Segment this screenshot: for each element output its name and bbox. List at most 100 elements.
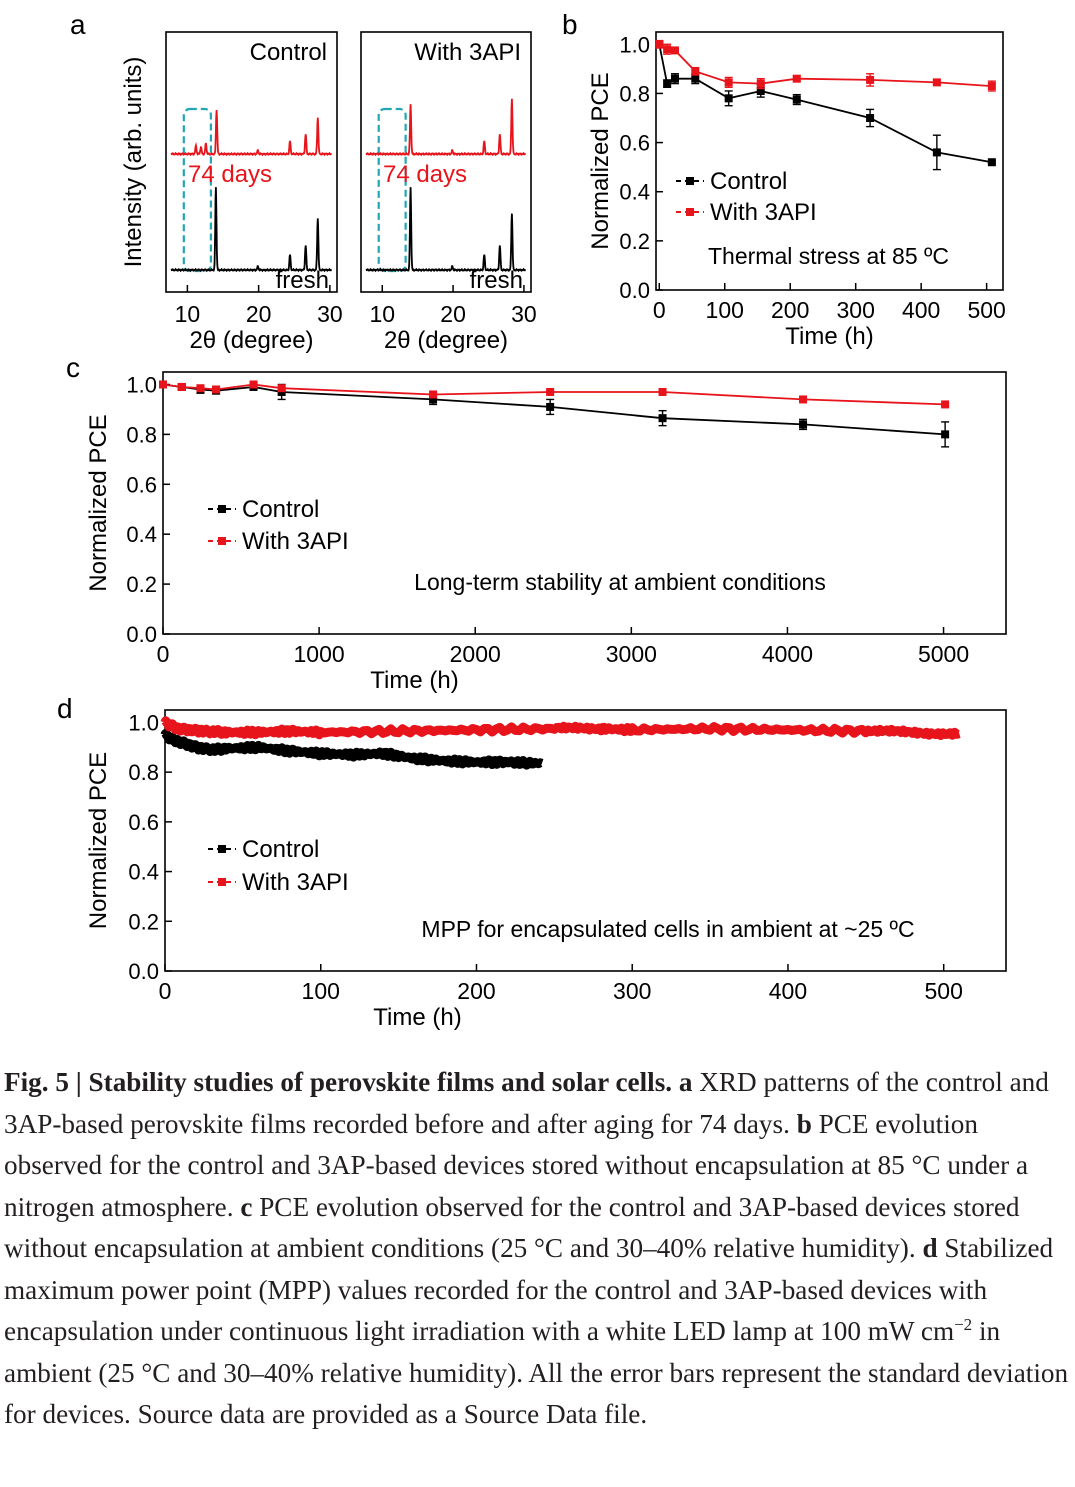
x-tick-label: 30 <box>317 301 343 327</box>
data-point-with-3api <box>932 78 941 87</box>
annotation-text: MPP for encapsulated cells in ambient at… <box>421 916 914 942</box>
caption-b-label: b <box>796 1108 812 1139</box>
panel-b-thermal-stress: 0 100 200 300 400 500 0.0 0.2 0.4 0.6 0.8 1.0 Time (… <box>587 31 1006 350</box>
x-tick-label: 400 <box>902 297 940 323</box>
axes-frame <box>162 371 1007 635</box>
y-tick-label: 0.8 <box>126 422 157 447</box>
data-point-with-3api <box>941 400 950 409</box>
y-tick-label: 1.0 <box>128 710 159 735</box>
data-point-control <box>799 420 808 429</box>
x-tick-label: 20 <box>440 301 466 327</box>
series-line-control <box>160 728 545 770</box>
x-axis-label: Time (h) <box>373 1004 461 1031</box>
x-tick-label: 300 <box>837 297 875 323</box>
caption-a-label: a <box>678 1067 693 1097</box>
x-axis-label: Time (h) <box>785 323 873 350</box>
x-tick-label: 5000 <box>918 641 969 667</box>
x-tick-label: 30 <box>511 301 537 327</box>
data-point-with-3api <box>429 390 438 399</box>
highlight-box <box>377 107 407 273</box>
y-tick-label: 0.4 <box>619 180 650 205</box>
data-point-with-3api <box>658 387 667 396</box>
figure-caption: Fig. 5 | Stability studies of perovskite… <box>4 1062 1070 1436</box>
caption-b-text: PCE evolution observed for the control a… <box>4 1108 1029 1222</box>
trace-label-74-days: 74 days <box>383 161 467 188</box>
data-point-control <box>691 74 700 83</box>
x-tick-label: 100 <box>706 297 744 323</box>
trace-label-fresh: fresh <box>276 267 329 294</box>
series-line-with-3api <box>160 716 962 740</box>
legend-marker-with-3api <box>218 537 226 545</box>
x-tick-label: 200 <box>771 297 809 323</box>
legend-label-control: Control <box>242 836 319 863</box>
data-point-with-3api <box>663 45 672 54</box>
legend-marker-control <box>218 845 226 853</box>
x-tick-label: 1000 <box>294 641 345 667</box>
x-tick-label: 10 <box>175 301 201 327</box>
y-tick-label: 0.4 <box>126 522 157 547</box>
y-tick-label: 0.2 <box>128 909 159 934</box>
panel-a-title: Control <box>250 39 327 66</box>
y-axis-label: Normalized PCE <box>85 414 112 591</box>
trace-label-fresh: fresh <box>470 267 523 294</box>
x-tick-label: 20 <box>246 301 272 327</box>
x-axis-label: Time (h) <box>370 667 458 694</box>
y-tick-label: 1.0 <box>619 32 650 57</box>
xrd-trace-fresh <box>170 187 333 273</box>
y-tick-label: 0.6 <box>126 472 157 497</box>
xrd-trace-74-days <box>365 98 527 157</box>
x-tick-label: 10 <box>369 301 395 327</box>
data-point-control <box>670 74 679 83</box>
x-tick-label: 0 <box>157 641 170 667</box>
data-point-control <box>756 86 765 95</box>
y-tick-label: 1.0 <box>126 372 157 397</box>
axes-frame <box>655 31 1004 291</box>
x-tick-label: 300 <box>613 978 651 1004</box>
axes-frame <box>164 709 1007 972</box>
data-point-with-3api <box>987 82 996 91</box>
panel-label-c: c <box>66 352 80 383</box>
legend-label-with-3api: With 3API <box>710 199 817 226</box>
panel-d-mpp-tracking: 0 100 200 300 400 500 0.0 0.2 0.4 0.6 0.8 1.0 Time (… <box>85 709 1007 1031</box>
annotation-text: Thermal stress at 85 ºC <box>708 243 949 269</box>
legend-marker-with-3api <box>218 878 226 886</box>
x-tick-label: 0 <box>653 297 666 323</box>
y-tick-label: 0.6 <box>619 131 650 156</box>
data-point-control <box>941 430 950 439</box>
data-point-with-3api <box>277 384 286 393</box>
legend-label-with-3api: With 3API <box>242 528 349 555</box>
annotation-text: Long-term stability at ambient condition… <box>414 569 826 595</box>
x-tick-label: 100 <box>302 978 340 1004</box>
data-point-with-3api <box>670 46 679 55</box>
data-point-with-3api <box>159 380 167 389</box>
y-tick-label: 0.8 <box>619 81 650 106</box>
y-tick-label: 0.8 <box>128 760 159 785</box>
series-line-with-3api <box>658 43 992 87</box>
x-tick-label: 4000 <box>762 641 813 667</box>
data-point-control <box>987 158 996 167</box>
panel-a-title: With 3API <box>414 39 521 66</box>
y-axis-label: Normalized PCE <box>85 752 112 929</box>
panel-label-b: b <box>562 9 578 40</box>
xrd-trace-fresh <box>365 187 527 273</box>
x-tick-label: 500 <box>967 297 1005 323</box>
y-axis-label: Normalized PCE <box>587 72 614 249</box>
legend-marker-with-3api <box>686 208 694 216</box>
y-tick-label: 0.6 <box>128 810 159 835</box>
data-point-control <box>792 95 801 104</box>
x-tick-label: 3000 <box>606 641 657 667</box>
data-point-with-3api <box>212 385 221 394</box>
caption-d-text-2: in ambient (25 °C and 30–40% relative hu… <box>4 1316 1069 1429</box>
data-point-with-3api <box>691 67 700 76</box>
y-axis-label: Intensity (arb. units) <box>120 57 147 268</box>
data-point-with-3api <box>799 395 808 404</box>
x-tick-label: 200 <box>457 978 495 1004</box>
panel-c-long-term-stability: 0 1000 2000 3000 4000 5000 0.0 0.2 0.4 0.6 0.8 1.0 T… <box>85 371 1007 694</box>
x-tick-label: 400 <box>769 978 807 1004</box>
highlight-box <box>182 107 212 273</box>
trace-label-74-days: 74 days <box>188 161 272 188</box>
legend-label-with-3api: With 3API <box>242 869 349 896</box>
